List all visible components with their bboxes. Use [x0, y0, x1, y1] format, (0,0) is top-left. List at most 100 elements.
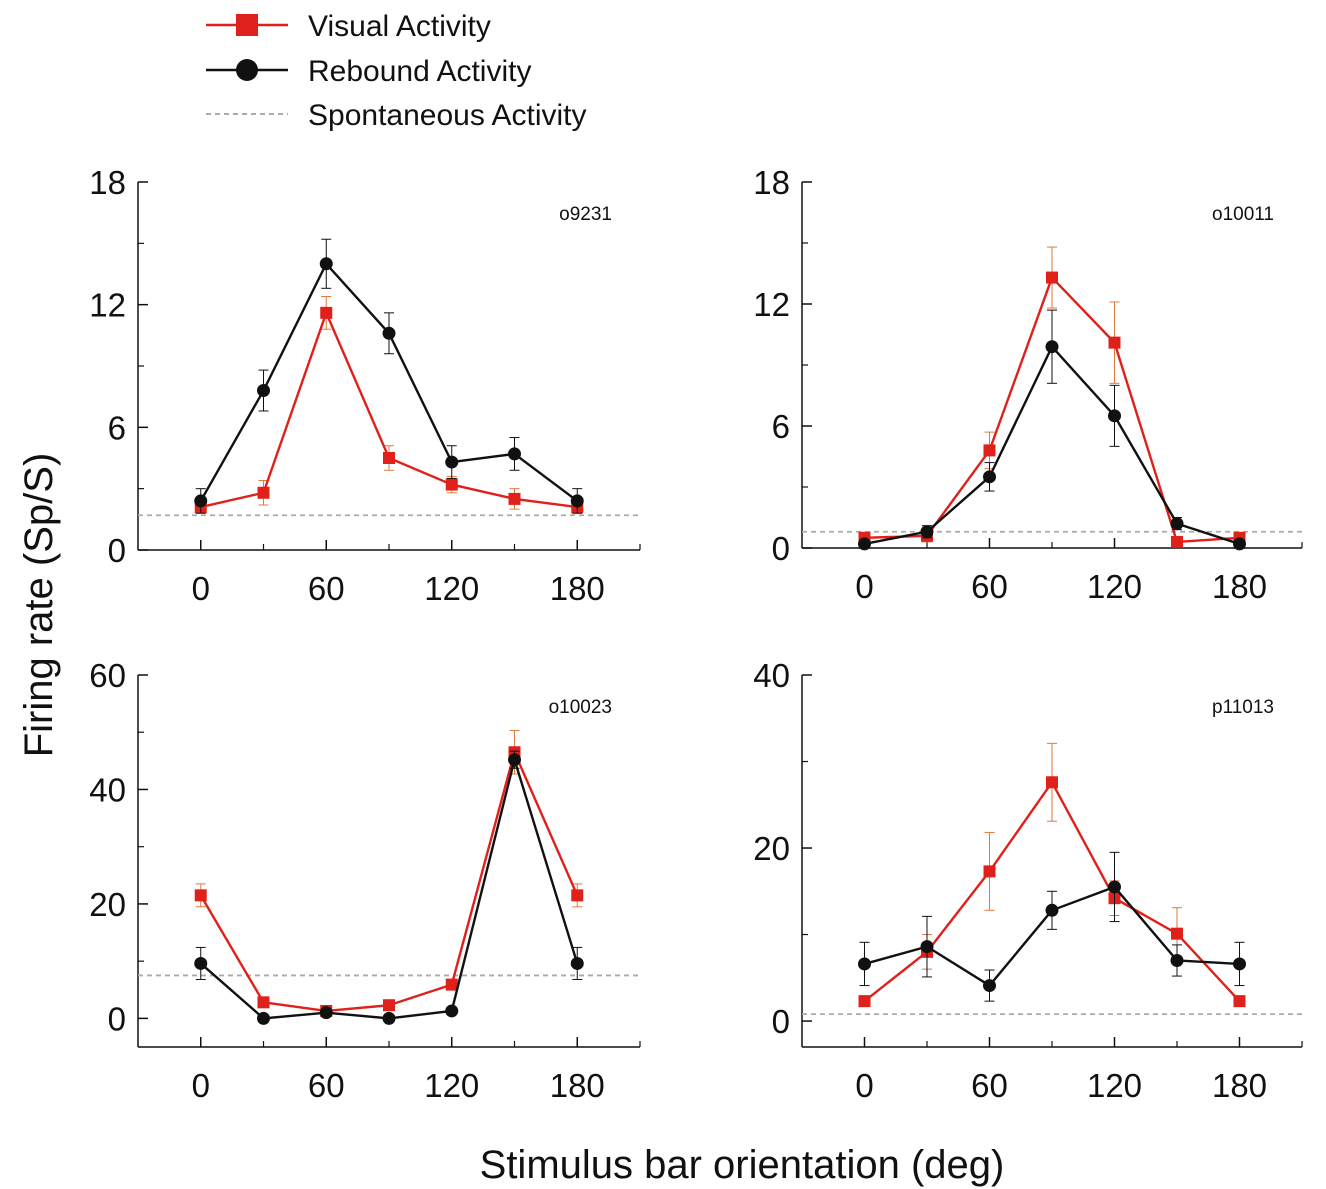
rebound-marker [983, 979, 996, 993]
x-tick-label: 180 [1212, 568, 1267, 605]
rebound-marker [1170, 517, 1184, 531]
visual-marker [383, 999, 395, 1012]
x-tick-label: 0 [855, 1067, 873, 1104]
rebound-marker [570, 494, 584, 508]
x-tick-label: 0 [855, 568, 873, 605]
y-tick-label: 40 [753, 657, 790, 694]
y-tick-label: 18 [753, 164, 790, 201]
rebound-marker [1170, 953, 1184, 967]
y-tick-label: 0 [772, 1003, 790, 1040]
rebound-marker [1045, 340, 1059, 354]
rebound-series [858, 851, 1246, 1002]
visual-marker [983, 865, 996, 878]
visual-marker [858, 995, 871, 1008]
rebound-marker [983, 470, 996, 484]
visual-marker [257, 996, 270, 1009]
y-tick-label: 6 [772, 408, 790, 445]
rebound-series [194, 750, 584, 1025]
visual-marker [383, 452, 395, 464]
rebound-marker [319, 1006, 333, 1020]
visual-marker [1108, 336, 1121, 349]
y-tick-label: 20 [89, 886, 126, 923]
rebound-marker [508, 447, 521, 461]
rebound-marker [445, 455, 459, 469]
visual-series [194, 730, 584, 1017]
visual-marker [508, 492, 521, 505]
x-tick-label: 180 [1212, 1067, 1267, 1104]
panel-label: o10023 [549, 697, 612, 718]
rebound-marker [194, 494, 208, 508]
y-axis-title: Firing rate (Sp/S) [17, 453, 61, 758]
visual-marker [320, 306, 333, 319]
y-tick-label: 18 [89, 164, 126, 201]
rebound-marker [1108, 409, 1121, 423]
y-tick-label: 40 [89, 771, 126, 808]
rebound-marker [382, 1011, 396, 1025]
y-tick-label: 60 [89, 657, 126, 694]
visual-marker [1171, 927, 1183, 940]
y-tick-label: 12 [753, 286, 790, 323]
rebound-marker [194, 956, 208, 970]
x-tick-label: 0 [192, 1067, 210, 1104]
rebound-marker [257, 384, 270, 398]
rebound-marker [1233, 537, 1246, 551]
visual-line [199, 751, 579, 1013]
visual-series [858, 246, 1246, 548]
rebound-marker [920, 525, 934, 539]
panel-label: o9231 [559, 204, 612, 225]
rebound-marker [382, 326, 396, 340]
legend: Visual Activity Rebound Activity Spontan… [206, 10, 587, 132]
visual-marker [1171, 535, 1183, 548]
visual-marker [194, 889, 207, 902]
y-tick-label: 0 [108, 532, 126, 569]
panel-4: 0 20 40 0 60 120 180 p11013 [753, 657, 1303, 1104]
rebound-marker [920, 940, 934, 954]
x-tick-label: 60 [971, 1067, 1008, 1104]
x-tick-label: 120 [424, 570, 479, 607]
rebound-marker [257, 1011, 270, 1025]
legend-visual-marker [236, 14, 258, 36]
visual-marker [445, 978, 458, 991]
y-tick-label: 0 [772, 530, 790, 567]
legend-spontaneous-label: Spontaneous Activity [308, 99, 587, 132]
rebound-line [199, 758, 579, 1020]
rebound-series [194, 238, 584, 514]
visual-series [858, 742, 1246, 1008]
rebound-marker [445, 1004, 459, 1018]
rebound-marker [858, 957, 871, 971]
x-tick-label: 60 [308, 570, 345, 607]
visual-marker [983, 444, 996, 457]
rebound-marker [1108, 880, 1121, 894]
x-tick-label: 60 [308, 1067, 345, 1104]
rebound-marker [570, 956, 584, 970]
x-tick-label: 0 [192, 570, 210, 607]
x-tick-label: 120 [1087, 1067, 1142, 1104]
visual-marker [257, 486, 270, 499]
visual-marker [1233, 995, 1246, 1008]
x-tick-label: 180 [550, 1067, 605, 1104]
y-tick-label: 0 [108, 1000, 126, 1037]
panel-label: p11013 [1212, 697, 1274, 718]
legend-rebound-label: Rebound Activity [308, 55, 531, 88]
y-tick-label: 20 [753, 830, 790, 867]
visual-marker [1046, 271, 1058, 284]
visual-marker [571, 889, 584, 902]
rebound-marker [858, 537, 871, 551]
x-tick-label: 120 [424, 1067, 479, 1104]
rebound-marker [1045, 903, 1059, 917]
x-tick-label: 180 [550, 570, 605, 607]
y-tick-label: 12 [89, 287, 126, 324]
panel-label: o10011 [1212, 204, 1274, 225]
visual-marker [445, 478, 458, 491]
legend-visual-label: Visual Activity [308, 10, 491, 43]
rebound-series [858, 309, 1246, 551]
x-tick-label: 120 [1087, 568, 1142, 605]
x-axis-title: Stimulus bar orientation (deg) [480, 1143, 1005, 1187]
x-tick-label: 60 [971, 568, 1008, 605]
panel-3: 0 20 40 60 0 60 120 180 o10023 [89, 657, 641, 1104]
legend-rebound-marker [236, 59, 258, 81]
